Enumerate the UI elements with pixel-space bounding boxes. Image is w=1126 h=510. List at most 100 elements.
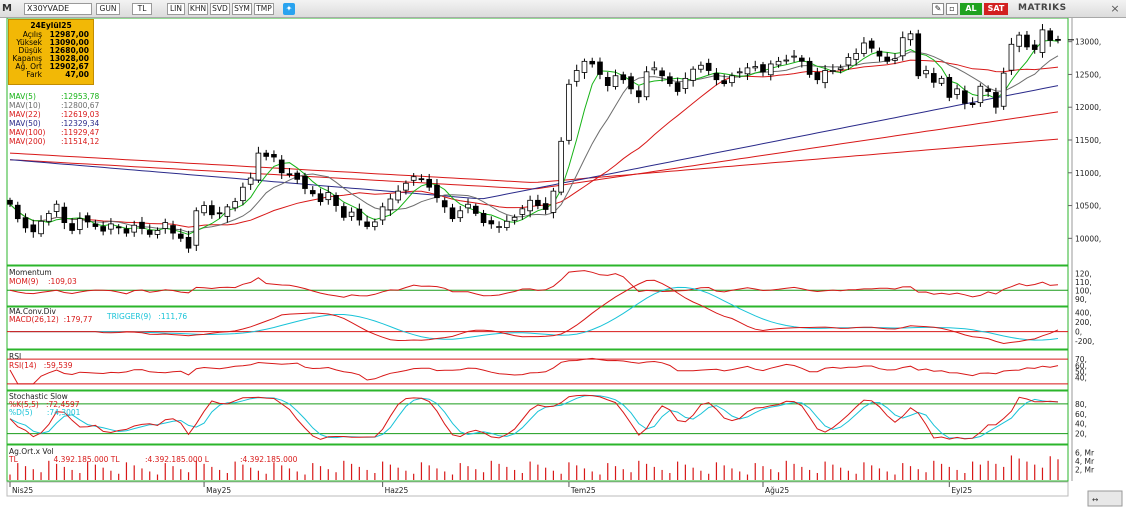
candle	[472, 205, 479, 214]
candle	[845, 57, 852, 66]
candle	[938, 77, 945, 84]
price-axis-label: 10500,	[1075, 202, 1101, 211]
rsi-axis-label: 70,	[1075, 355, 1087, 364]
symbol-input[interactable]: X30YVADE	[24, 3, 92, 15]
pencil-icon[interactable]: ✎	[932, 3, 944, 15]
momentum-axis-label: 90,	[1075, 295, 1087, 304]
price-axis-label: 13000,	[1075, 38, 1101, 47]
rsi-axis-label: 60,	[1075, 361, 1087, 370]
candle	[170, 225, 176, 234]
rsi-legend: RSI(14) :59,539	[9, 361, 73, 370]
chart-canvas[interactable]: ↔ 13000, 12500, 12000, 11500, 11000, 10500, 100…	[0, 17, 1126, 510]
candle	[861, 42, 867, 54]
candle	[915, 33, 922, 77]
candle	[822, 70, 828, 84]
candle	[682, 77, 689, 89]
candle	[294, 172, 301, 180]
candle	[7, 199, 13, 205]
period-button[interactable]: GUN	[96, 3, 120, 15]
scale-button[interactable]: LIN	[167, 3, 185, 15]
twitter-icon[interactable]: ✦	[283, 3, 295, 15]
sym-button[interactable]: SYM	[232, 3, 252, 15]
date-axis-band	[6, 481, 1069, 497]
macd-trigger-line	[10, 286, 1059, 341]
date-axis-label: Eyl25	[951, 486, 972, 495]
candle	[22, 217, 29, 229]
tmp-button[interactable]: TMP	[254, 3, 274, 15]
price-axis-label: 12500,	[1075, 70, 1101, 79]
mav22-line	[9, 59, 1059, 228]
candle	[449, 207, 456, 220]
candle	[527, 199, 533, 212]
stoch-k-line	[9, 394, 1059, 440]
khn-button[interactable]: KHN	[188, 3, 208, 15]
chart-area[interactable]: ↔ 13000, 12500, 12000, 11500, 11000, 10500, 100…	[0, 17, 1126, 510]
candle	[46, 213, 52, 222]
volume-legend: TL 4.392.185.000 TL	[9, 455, 120, 464]
candle	[814, 72, 821, 81]
candle	[519, 208, 526, 215]
price-axis-label: 12000,	[1075, 103, 1101, 112]
candle	[426, 178, 433, 188]
mav10-line	[9, 51, 1059, 233]
momentum-axis-label: 120,	[1075, 269, 1092, 278]
buy-button[interactable]: AL	[960, 3, 982, 15]
candle	[77, 218, 83, 230]
candle	[379, 206, 386, 221]
candle	[216, 212, 223, 215]
momentum-line	[9, 270, 1059, 298]
candle	[542, 203, 549, 210]
stoch-title: Stochastic Slow	[9, 392, 68, 401]
mav22-legend: MAV(22):12619,03	[9, 110, 100, 119]
candle	[317, 193, 324, 203]
candle	[791, 55, 797, 58]
candle	[962, 90, 968, 104]
date-axis-label: Haz25	[385, 486, 409, 495]
lock-icon[interactable]: ▫	[946, 3, 958, 15]
volume-axis-label: 2, Mr	[1075, 465, 1095, 474]
candle	[286, 173, 293, 176]
svd-button[interactable]: SVD	[210, 3, 230, 15]
candle	[690, 68, 696, 81]
candle	[628, 76, 634, 90]
candle	[907, 33, 914, 41]
candle	[868, 40, 875, 49]
candle	[356, 208, 363, 221]
candle	[698, 64, 704, 70]
candle	[309, 190, 316, 195]
candle	[325, 192, 332, 201]
info-row-low: Düşük 12680,00	[18, 46, 89, 55]
momentum-panel	[6, 265, 1069, 307]
candle	[488, 220, 495, 225]
candle	[154, 230, 161, 235]
candle	[884, 56, 891, 62]
stoch-axis-label: 80,	[1075, 400, 1087, 409]
candle	[566, 83, 572, 141]
date-axis-label: May25	[206, 486, 231, 495]
mav200-line	[9, 138, 1059, 183]
candle	[736, 71, 743, 74]
candle	[977, 85, 984, 104]
sell-button[interactable]: SAT	[984, 3, 1008, 15]
rsi-axis-label: 40,	[1075, 374, 1087, 383]
candle	[783, 59, 790, 62]
mav50-line	[9, 85, 1059, 200]
candle	[1000, 72, 1007, 107]
candle	[589, 60, 596, 65]
candle	[744, 67, 751, 75]
info-row-open: Açılış 12987,00	[22, 30, 89, 39]
currency-button[interactable]: TL	[132, 3, 152, 15]
candle	[61, 206, 68, 223]
close-icon[interactable]: ×	[1110, 2, 1120, 15]
macd-axis-label: 0,	[1075, 328, 1082, 337]
candle	[830, 70, 836, 72]
candle	[674, 82, 681, 92]
candle	[341, 206, 347, 218]
brand-label: MATRIKS	[1018, 3, 1067, 13]
candle	[643, 71, 650, 98]
candle	[255, 152, 262, 181]
volume-legend-3: :4.392.185.000	[240, 455, 298, 464]
candle	[993, 92, 999, 108]
candle	[123, 228, 130, 234]
candle	[1047, 30, 1054, 41]
